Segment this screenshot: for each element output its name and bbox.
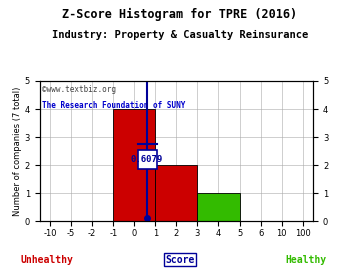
- Text: Z-Score Histogram for TPRE (2016): Z-Score Histogram for TPRE (2016): [62, 8, 298, 21]
- Bar: [156, 165, 197, 221]
- Bar: [113, 109, 156, 221]
- FancyBboxPatch shape: [138, 150, 157, 169]
- Text: Unhealthy: Unhealthy: [21, 255, 73, 265]
- Text: Industry: Property & Casualty Reinsurance: Industry: Property & Casualty Reinsuranc…: [52, 30, 308, 40]
- Text: The Research Foundation of SUNY: The Research Foundation of SUNY: [42, 101, 186, 110]
- Text: ©www.textbiz.org: ©www.textbiz.org: [42, 85, 116, 94]
- Text: Healthy: Healthy: [285, 255, 327, 265]
- Text: 0.6079: 0.6079: [131, 155, 163, 164]
- Y-axis label: Number of companies (7 total): Number of companies (7 total): [13, 86, 22, 216]
- Bar: [197, 193, 239, 221]
- Text: Score: Score: [165, 255, 195, 265]
